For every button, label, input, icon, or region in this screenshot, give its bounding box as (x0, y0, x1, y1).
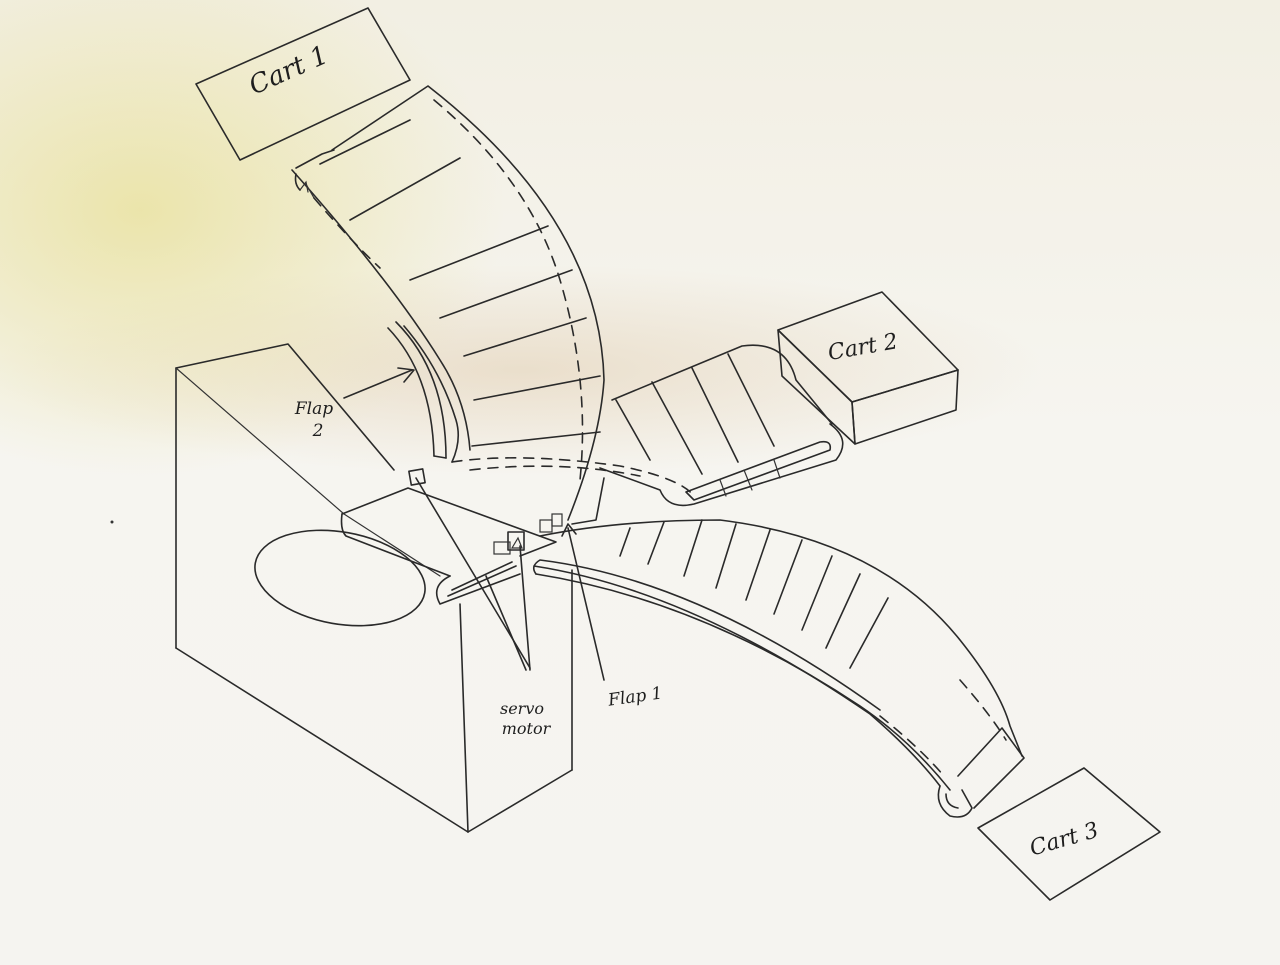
servo-motor-label-line2: motor (502, 719, 552, 738)
annotation-leaders (343, 367, 605, 681)
flap-1 (539, 477, 605, 533)
conveyor-to-cart-3 (532, 519, 1025, 818)
flap-1-label: Flap 1 (606, 683, 664, 711)
housing-block (175, 343, 573, 833)
flap-2-label-line1: Flap (294, 399, 333, 419)
servo-motor-label-line1: servo (500, 699, 544, 718)
stray-dot (110, 520, 114, 524)
chute-opening-ellipse (254, 529, 426, 627)
flap-2-label-line2: 2 (312, 421, 324, 441)
cart-1-label: Cart 1 (245, 40, 333, 101)
chute-to-cart-1 (291, 85, 605, 521)
cart-2-box: Cart 2 (777, 291, 959, 445)
conveyor-to-cart-2 (451, 344, 844, 507)
cart-1-box: Cart 1 (195, 7, 411, 161)
cart-2-label: Cart 2 (826, 329, 900, 366)
cart-3-box: Cart 3 (977, 767, 1161, 901)
flap-2 (387, 321, 447, 459)
cart-3-label: Cart 3 (1027, 818, 1101, 861)
input-conveyor (340, 468, 557, 605)
